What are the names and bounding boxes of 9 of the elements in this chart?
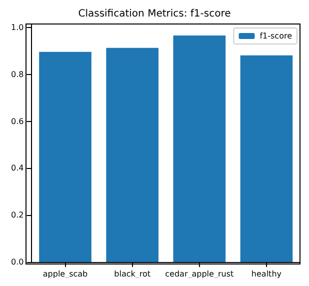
chart-title: Classification Metrics: f1-score <box>78 8 231 20</box>
y-tick-label: 1.0 <box>10 23 24 32</box>
y-tick-label: 0.4 <box>10 164 24 173</box>
legend-label: f1-score <box>260 32 292 40</box>
y-tick-label: 0.8 <box>10 70 24 79</box>
y-tick-label: 0.2 <box>10 210 24 220</box>
x-tick-label: healthy <box>251 270 282 278</box>
y-tick-label: 0.0 <box>10 258 24 266</box>
y-tick-label: 0.6 <box>10 116 24 126</box>
